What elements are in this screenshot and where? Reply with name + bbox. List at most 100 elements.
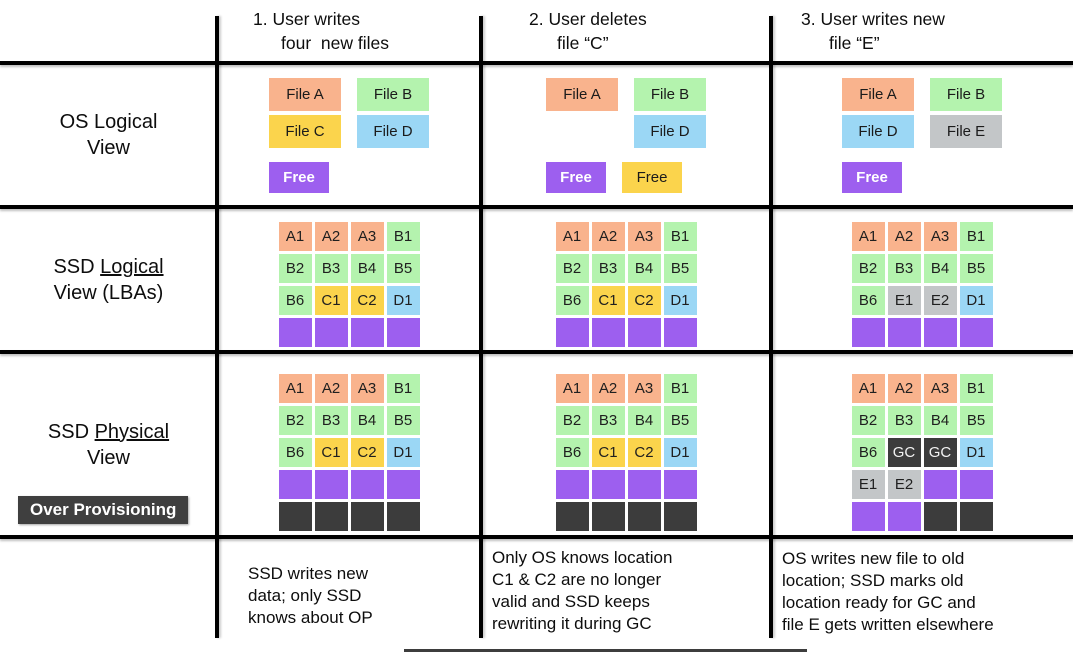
header-line1: 3. User writes new [801,9,945,29]
file-chip: File C [269,115,341,148]
file-chip-row: Free Free [546,162,706,193]
lba-grid: A1 A2 A3 B1 B2 B3 B4 B5 B6 E1 E2 D1 [851,222,993,347]
nand-cell: E1 [851,470,885,499]
column-header-1-text: 1. User writes four new files [253,8,389,55]
os-view-col-3: File A File B File D File E Free [771,63,1073,207]
nand-cell [386,470,420,499]
file-chip-group: File A File B File D File E Free [842,78,1002,193]
nand-cell [627,318,661,347]
physical-grid: A1 A2 A3 B1 B2 B3 B4 B5 B6 C1 C2 D1 [278,374,420,531]
nand-cell: GC [887,438,921,467]
nand-cell: A1 [851,374,885,403]
physical-grid: A1 A2 A3 B1 B2 B3 B4 B5 B6 GC GC D1 E1 E2 [851,374,993,531]
nand-cell: C2 [350,286,384,315]
nand-cell: C1 [591,286,625,315]
nand-cell: A2 [314,222,348,251]
header-line2: four new files [281,32,389,53]
nand-cell [278,470,312,499]
nand-cell [627,502,661,531]
nand-cell: D1 [663,286,697,315]
ssd-physical-view-label: SSD Physical View [0,352,217,537]
nand-cell: A3 [627,222,661,251]
row-label-os-logical-view: OS Logical View [0,63,217,207]
nand-cell: B6 [278,438,312,467]
file-chip: File E [930,115,1002,148]
caption-2: Only OS knows location C1 & C2 are no lo… [492,548,673,634]
nand-cell: C2 [627,286,661,315]
row-label-ssd-logical-view: SSD Logical View (LBAs) [0,207,217,352]
file-chip: File D [634,115,706,148]
row-label-ssd-physical-view: SSD Physical View Over Provisioning [0,352,217,537]
nand-cell [923,470,957,499]
nand-cell: B6 [851,286,885,315]
file-chip: File A [546,78,618,111]
lba-grid: A1 A2 A3 B1 B2 B3 B4 B5 B6 C1 C2 D1 [555,222,697,347]
nand-cell: C1 [314,286,348,315]
file-chip: File D [357,115,429,148]
nand-cell [851,318,885,347]
column-header-1: 1. User writes four new files [217,0,481,63]
nand-cell: B2 [555,254,589,283]
os-view-col-2: File A File B File D Free Free [481,63,771,207]
nand-cell: A2 [887,374,921,403]
label-line: View (LBAs) [53,281,164,304]
label-line: View [87,446,130,469]
file-chip-group: File A File B File D Free Free [546,78,706,193]
file-chip: File B [634,78,706,111]
nand-cell: B2 [851,254,885,283]
column-header-3-text: 3. User writes new file “E” [801,8,945,55]
nand-cell: B1 [386,374,420,403]
nand-cell [386,502,420,531]
nand-cell: B3 [887,406,921,435]
nand-cell: B5 [663,254,697,283]
nand-cell: B5 [663,406,697,435]
nand-cell: B4 [627,254,661,283]
nand-cell: D1 [959,438,993,467]
label-line: OS Logical [59,111,158,133]
ssd-logical-col-2: A1 A2 A3 B1 B2 B3 B4 B5 B6 C1 C2 D1 [481,207,771,352]
nand-cell: C1 [314,438,348,467]
nand-cell: B1 [663,222,697,251]
table-vline-3 [769,16,773,638]
nand-cell [959,318,993,347]
nand-cell: D1 [663,438,697,467]
table-vline-1 [215,16,219,638]
nand-cell: C2 [350,438,384,467]
nand-cell [663,318,697,347]
nand-cell [591,318,625,347]
file-chip-row: File A File B [842,78,1002,111]
nand-cell: D1 [959,286,993,315]
nand-cell [959,470,993,499]
nand-cell [555,318,589,347]
nand-cell: B4 [350,406,384,435]
nand-cell: B3 [591,406,625,435]
nand-cell [314,318,348,347]
nand-cell: B1 [959,222,993,251]
nand-cell [350,318,384,347]
table-bottom-edge [404,649,807,652]
nand-cell: B2 [555,406,589,435]
nand-cell: E2 [923,286,957,315]
file-chip: Free [269,162,329,193]
ssd-physical-col-3: A1 A2 A3 B1 B2 B3 B4 B5 B6 GC GC D1 E1 E2 [771,352,1073,537]
nand-cell [591,502,625,531]
nand-cell: A1 [555,222,589,251]
ssd-physical-col-2: A1 A2 A3 B1 B2 B3 B4 B5 B6 C1 C2 D1 [481,352,771,537]
caption-1: SSD writes new data; only SSD knows abou… [248,564,373,628]
label-line: SSD Physical [48,419,169,445]
column-header-2-text: 2. User deletes file “C” [529,8,647,55]
nand-cell [314,470,348,499]
over-provisioning-badge: Over Provisioning [18,496,189,524]
nand-cell: B2 [851,406,885,435]
nand-cell: D1 [386,438,420,467]
ssd-logical-view-label: SSD Logical View (LBAs) [0,207,217,352]
nand-cell [278,318,312,347]
os-logical-view-label: OS Logical View [0,63,217,207]
nand-cell [386,318,420,347]
nand-cell: C1 [591,438,625,467]
nand-cell: B3 [314,406,348,435]
nand-cell [663,502,697,531]
nand-cell [887,502,921,531]
